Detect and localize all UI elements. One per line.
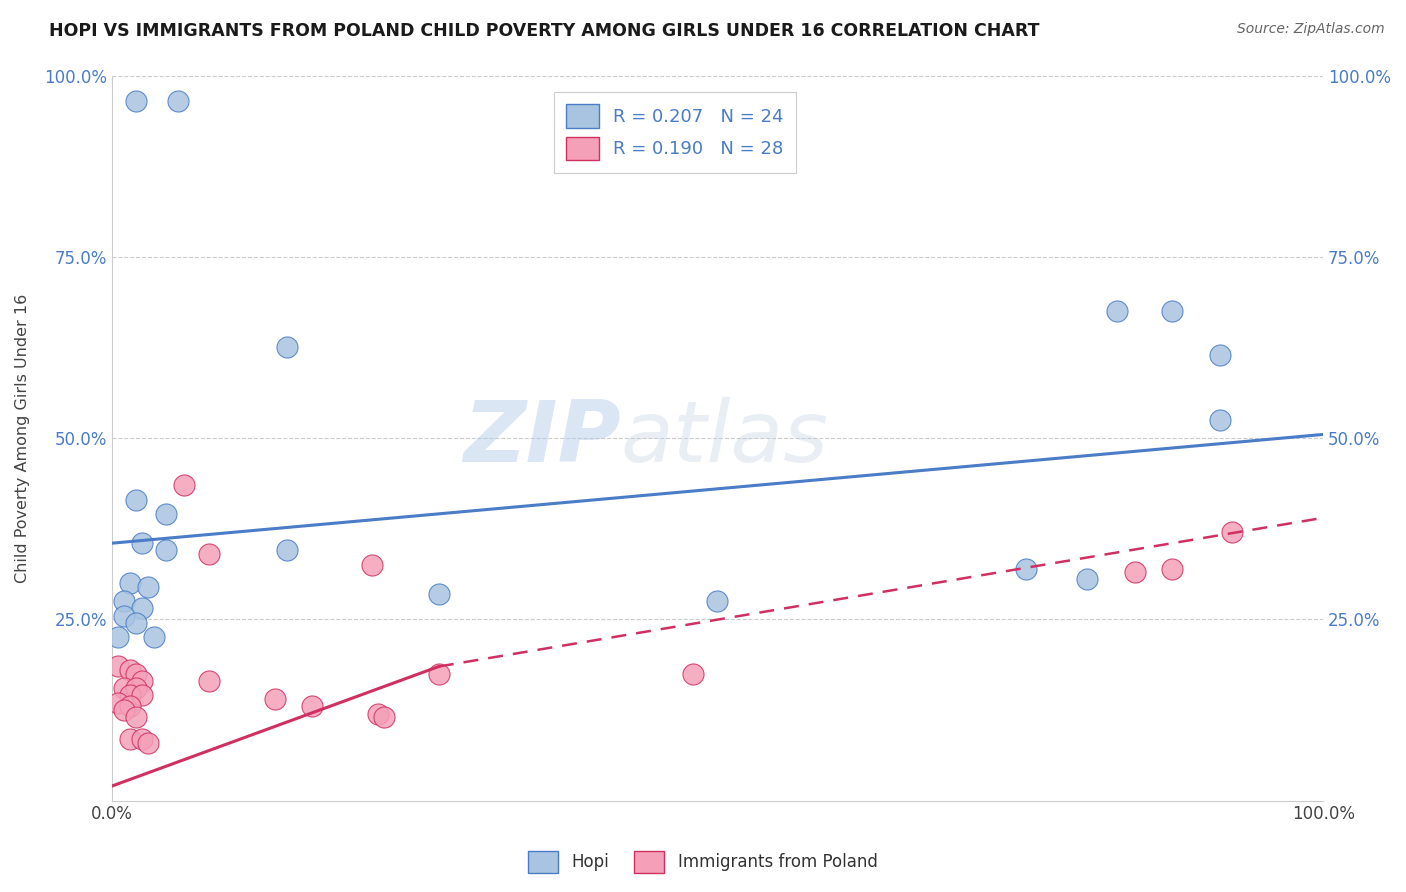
Point — [1209, 413, 1232, 427]
Point — [136, 580, 159, 594]
Point — [118, 699, 141, 714]
Point — [361, 558, 384, 572]
Point — [118, 689, 141, 703]
Point — [125, 94, 148, 108]
Point — [373, 710, 395, 724]
Text: Source: ZipAtlas.com: Source: ZipAtlas.com — [1237, 22, 1385, 37]
Point — [1125, 565, 1147, 579]
Point — [1160, 561, 1182, 575]
Point — [367, 706, 389, 721]
Text: atlas: atlas — [620, 397, 828, 480]
Point — [125, 492, 148, 507]
Point — [118, 576, 141, 591]
Point — [427, 666, 450, 681]
Point — [131, 673, 153, 688]
Point — [136, 736, 159, 750]
Point — [301, 699, 323, 714]
Point — [112, 608, 135, 623]
Point — [1107, 304, 1129, 318]
Point — [1209, 348, 1232, 362]
Text: ZIP: ZIP — [463, 397, 620, 480]
Legend: R = 0.207   N = 24, R = 0.190   N = 28: R = 0.207 N = 24, R = 0.190 N = 28 — [554, 92, 796, 172]
Point — [143, 631, 166, 645]
Point — [107, 631, 129, 645]
Point — [131, 731, 153, 746]
Point — [112, 681, 135, 696]
Point — [131, 689, 153, 703]
Point — [107, 696, 129, 710]
Point — [682, 666, 704, 681]
Y-axis label: Child Poverty Among Girls Under 16: Child Poverty Among Girls Under 16 — [15, 293, 30, 582]
Point — [427, 587, 450, 601]
Point — [125, 666, 148, 681]
Point — [112, 594, 135, 608]
Point — [107, 659, 129, 673]
Point — [197, 547, 219, 561]
Point — [1160, 304, 1182, 318]
Point — [118, 663, 141, 677]
Point — [706, 594, 728, 608]
Point — [125, 681, 148, 696]
Point — [1015, 561, 1038, 575]
Legend: Hopi, Immigrants from Poland: Hopi, Immigrants from Poland — [522, 845, 884, 880]
Point — [1076, 573, 1098, 587]
Point — [125, 615, 148, 630]
Point — [197, 673, 219, 688]
Point — [276, 543, 298, 558]
Point — [125, 710, 148, 724]
Point — [1220, 525, 1243, 540]
Point — [155, 507, 177, 521]
Point — [131, 536, 153, 550]
Point — [112, 703, 135, 717]
Point — [118, 731, 141, 746]
Point — [276, 340, 298, 354]
Point — [173, 478, 195, 492]
Point — [167, 94, 190, 108]
Text: HOPI VS IMMIGRANTS FROM POLAND CHILD POVERTY AMONG GIRLS UNDER 16 CORRELATION CH: HOPI VS IMMIGRANTS FROM POLAND CHILD POV… — [49, 22, 1039, 40]
Point — [131, 601, 153, 615]
Point — [264, 692, 287, 706]
Point — [155, 543, 177, 558]
